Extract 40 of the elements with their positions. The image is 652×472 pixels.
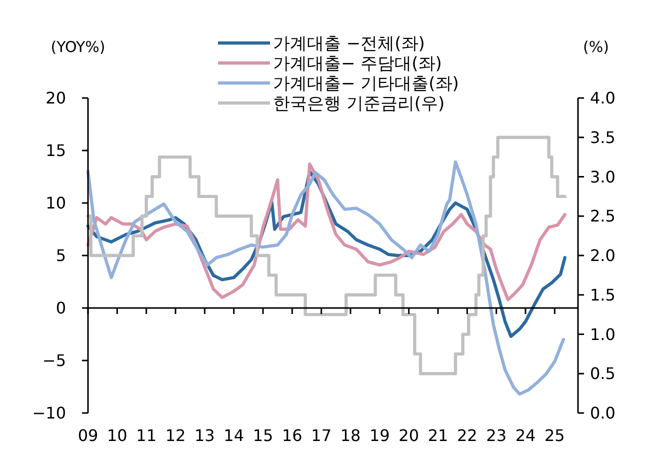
line-series [86,160,566,396]
x-tick-label: 18 [340,426,361,445]
legend-label: 가계대출− 기타대출(좌) [273,74,459,94]
x-tick-label: 12 [165,426,186,445]
x-tick-label: 17 [311,426,332,445]
x-tick-label: 20 [398,426,420,445]
y-tick-label: 15 [46,141,66,160]
y-tick-label: 5 [56,246,66,266]
y2-tick-label: 2.0 [590,246,616,266]
y2-axis-title: (%) [583,38,609,56]
x-tick-label: 21 [428,426,448,445]
x-tick-label: 10 [106,426,128,445]
x-tick-label: 15 [252,426,274,445]
y2-tick-label: 0.5 [590,364,616,384]
y2-tick-label: 1.5 [590,285,616,304]
x-tick-label: 22 [456,426,478,445]
legend-label: 가계대출− 주담대(좌) [273,54,442,74]
y2-tick-label: 2.5 [590,206,616,226]
x-tick-label: 11 [136,426,157,445]
x-tick-label: 23 [486,426,507,445]
y-tick-label: 0 [56,298,66,318]
legend-label: 가계대출 −전체(좌) [273,34,425,54]
x-tick-label: 24 [515,426,536,445]
y2-tick-label: 1.0 [590,324,616,344]
y-tick-label: −5 [42,351,66,370]
y-tick-label: 20 [46,88,66,108]
y-axis-title: (YOY%) [50,38,106,56]
y2-tick-label: 3.0 [590,167,616,186]
x-tick-label: 16 [282,426,302,445]
y2-tick-label: 0.0 [590,404,616,423]
y2-tick-label: 3.5 [590,128,616,147]
y-tick-label: −10 [32,404,66,423]
x-tick-label: 13 [194,426,215,445]
x-tick-label: 14 [224,426,244,445]
y2-tick-label: 4.0 [590,88,616,108]
x-tick-label: 09 [78,426,98,445]
x-tick-label: 25 [544,426,565,445]
x-tick-label: 19 [369,426,390,445]
y-tick-label: 10 [46,194,66,213]
legend-label: 한국은행 기준금리(우) [273,94,445,114]
